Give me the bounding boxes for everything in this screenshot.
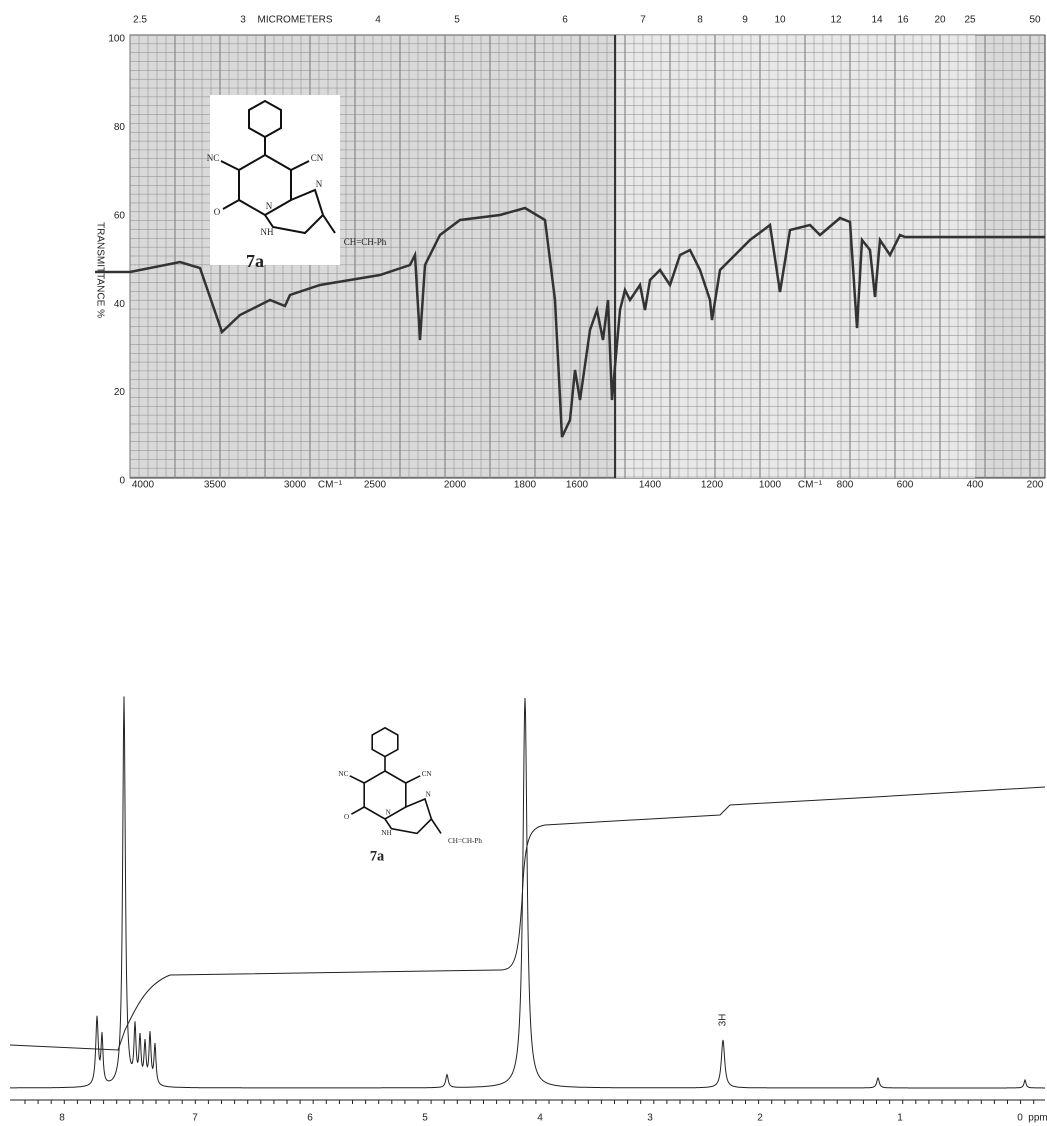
substituent: N: [316, 179, 323, 189]
ir-y-tick: 60: [114, 210, 126, 221]
substituent: N: [426, 791, 432, 799]
wavenumber-tick: 2500: [364, 480, 387, 491]
peak-label: 3H: [718, 1014, 729, 1027]
triazole-ring: [264, 188, 325, 235]
nmr-x-tick: 2: [757, 1113, 763, 1124]
ir-y-tick: 80: [114, 122, 126, 133]
substituent: NC: [338, 770, 348, 778]
substituent: N: [386, 808, 392, 816]
substituent: O: [214, 207, 221, 217]
wavenumber-tick: 1600: [566, 480, 589, 491]
micrometer-tick: 6: [562, 15, 568, 26]
wavenumber-tick: 2000: [444, 480, 467, 491]
substituent: CH=CH-Ph: [448, 837, 482, 845]
ir-y-label: TRANSMITTANCE %: [94, 222, 105, 318]
wavenumber-tick: 200: [1027, 480, 1044, 491]
substituent: N: [266, 201, 273, 211]
nmr-x-tick: 6: [307, 1113, 313, 1124]
wavenumber-tick: 3500: [204, 480, 227, 491]
nmr-spectrum: [10, 696, 1045, 1089]
micrometer-tick: 20: [934, 15, 946, 26]
triazole-ring: [384, 797, 433, 835]
micrometer-tick: 4: [375, 15, 381, 26]
structure: NC CN O N NH N CH=CH-Ph 7a: [338, 726, 482, 865]
nmr-x-tick: 4: [537, 1113, 543, 1124]
substituent: O: [344, 813, 349, 821]
micrometer-tick: 3: [240, 15, 246, 26]
wavenumber-tick: 1200: [701, 480, 724, 491]
micrometer-tick: MICROMETERS: [258, 15, 333, 26]
micrometer-tick: 5: [454, 15, 460, 26]
phenyl: [371, 726, 399, 771]
substituent: NH: [261, 227, 274, 237]
ir-y-tick: 0: [119, 476, 125, 487]
wavenumber-tick: 4000: [132, 480, 155, 491]
substituent: CN: [422, 770, 433, 778]
micrometer-tick: 25: [964, 15, 976, 26]
substituent: CH=CH-Ph: [344, 237, 387, 247]
substituent: CN: [311, 153, 324, 163]
micrometer-tick: 2.5: [133, 15, 147, 26]
micrometer-tick: 9: [742, 15, 748, 26]
nmr-x-tick: ppm: [1028, 1113, 1047, 1124]
wavenumber-tick: CM⁻¹: [318, 480, 343, 491]
wavenumber-tick: 1400: [639, 480, 662, 491]
phenyl: [248, 99, 282, 155]
micrometer-tick: 16: [897, 15, 909, 26]
ir-spectrum: [95, 206, 1045, 438]
wavenumber-tick: 400: [967, 480, 984, 491]
structure-box: [210, 95, 340, 265]
wavenumber-tick: 3000: [284, 480, 307, 491]
ir-paper-light: [615, 35, 975, 478]
substituent: NC: [207, 153, 220, 163]
nmr-x-tick: 1: [897, 1113, 903, 1124]
micrometer-tick: 7: [640, 15, 646, 26]
nmr-x-tick: 8: [59, 1113, 65, 1124]
structure: NC CN O N NH N CH=CH-Ph 7a: [207, 99, 387, 271]
compound-label: 7a: [370, 849, 384, 865]
wavenumber-tick: CM⁻¹: [798, 480, 823, 491]
bonds: [220, 160, 336, 234]
ir-y-tick: 100: [108, 34, 125, 45]
wavenumber-tick: 800: [837, 480, 854, 491]
nmr-x-tick: 0: [1017, 1113, 1023, 1124]
ir-y-tick: 20: [114, 387, 126, 398]
substituent: NH: [381, 829, 391, 837]
nmr-integral: [9, 786, 1046, 1051]
wavenumber-tick: 600: [897, 480, 914, 491]
ir-y-tick: 40: [114, 299, 126, 310]
bonds: [349, 775, 442, 834]
nmr-x-tick: 3: [647, 1113, 653, 1124]
micrometer-tick: 10: [774, 15, 786, 26]
nmr-x-tick: 5: [422, 1113, 428, 1124]
nmr-x-tick: 7: [192, 1113, 198, 1124]
micrometer-tick: 50: [1029, 15, 1041, 26]
micrometer-tick: 12: [830, 15, 842, 26]
micrometer-tick: 14: [871, 15, 883, 26]
wavenumber-tick: 1000: [759, 480, 782, 491]
micrometer-tick: 8: [697, 15, 703, 26]
wavenumber-tick: 1800: [514, 480, 537, 491]
compound-label: 7a: [246, 251, 264, 271]
